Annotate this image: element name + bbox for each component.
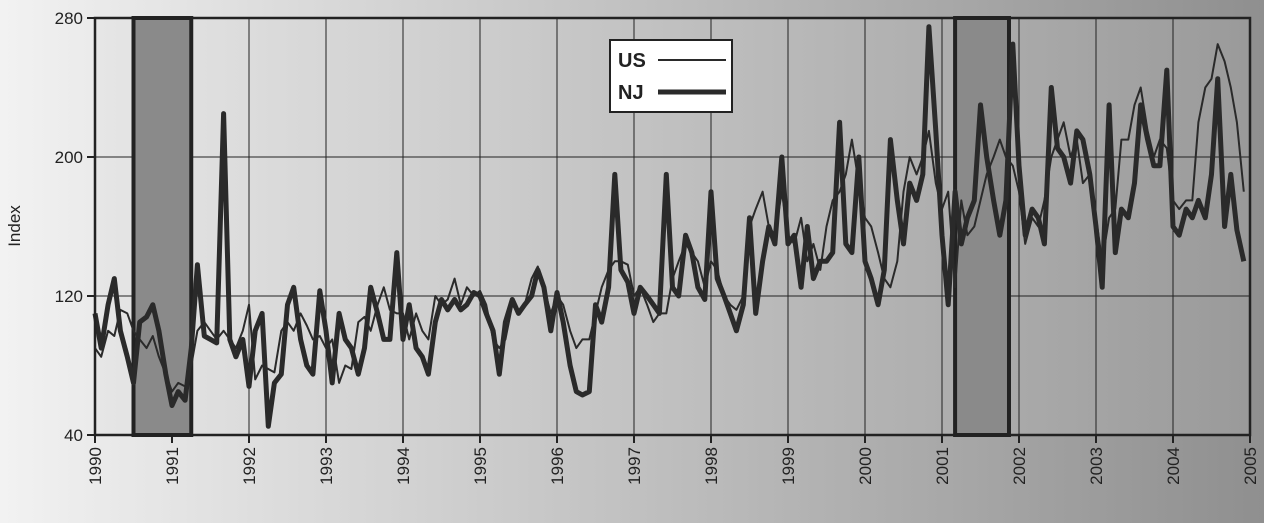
x-tick-label: 1994 xyxy=(394,447,413,485)
x-tick-label: 1990 xyxy=(86,447,105,485)
legend-label: US xyxy=(618,50,646,72)
plot-frame xyxy=(93,16,1252,437)
y-tick-label: 40 xyxy=(64,426,83,445)
y-tick-label: 280 xyxy=(55,9,83,28)
x-tick-label: 1999 xyxy=(779,447,798,485)
x-tick-label: 2005 xyxy=(1241,447,1260,485)
x-tick-label: 1995 xyxy=(471,447,490,485)
x-tick-label: 2001 xyxy=(933,447,952,485)
x-tick-label: 1992 xyxy=(240,447,259,485)
x-tick-label: 1993 xyxy=(317,447,336,485)
x-tick-label: 2002 xyxy=(1010,447,1029,485)
legend-box xyxy=(609,39,733,113)
x-tick-label: 1996 xyxy=(548,447,567,485)
x-tick-label: 2004 xyxy=(1164,447,1183,485)
x-tick-label: 1991 xyxy=(163,447,182,485)
x-tick-label: 1998 xyxy=(702,447,721,485)
y-axis-label: Index xyxy=(5,205,24,247)
lines xyxy=(92,24,1247,429)
recession-band xyxy=(131,16,194,437)
legend-label: NJ xyxy=(618,82,644,104)
x-tick-label: 2003 xyxy=(1087,447,1106,485)
x-tick-label: 1997 xyxy=(625,447,644,485)
axes: 40 120 200 280 1990 1991 1992 1993 1994 1995 1996 1… xyxy=(55,9,1260,485)
legend: US NJ xyxy=(609,39,733,113)
y-tick-label: 120 xyxy=(55,287,83,306)
y-tick-label: 200 xyxy=(55,148,83,167)
series-line xyxy=(92,24,1247,429)
x-tick-label: 2000 xyxy=(856,447,875,485)
